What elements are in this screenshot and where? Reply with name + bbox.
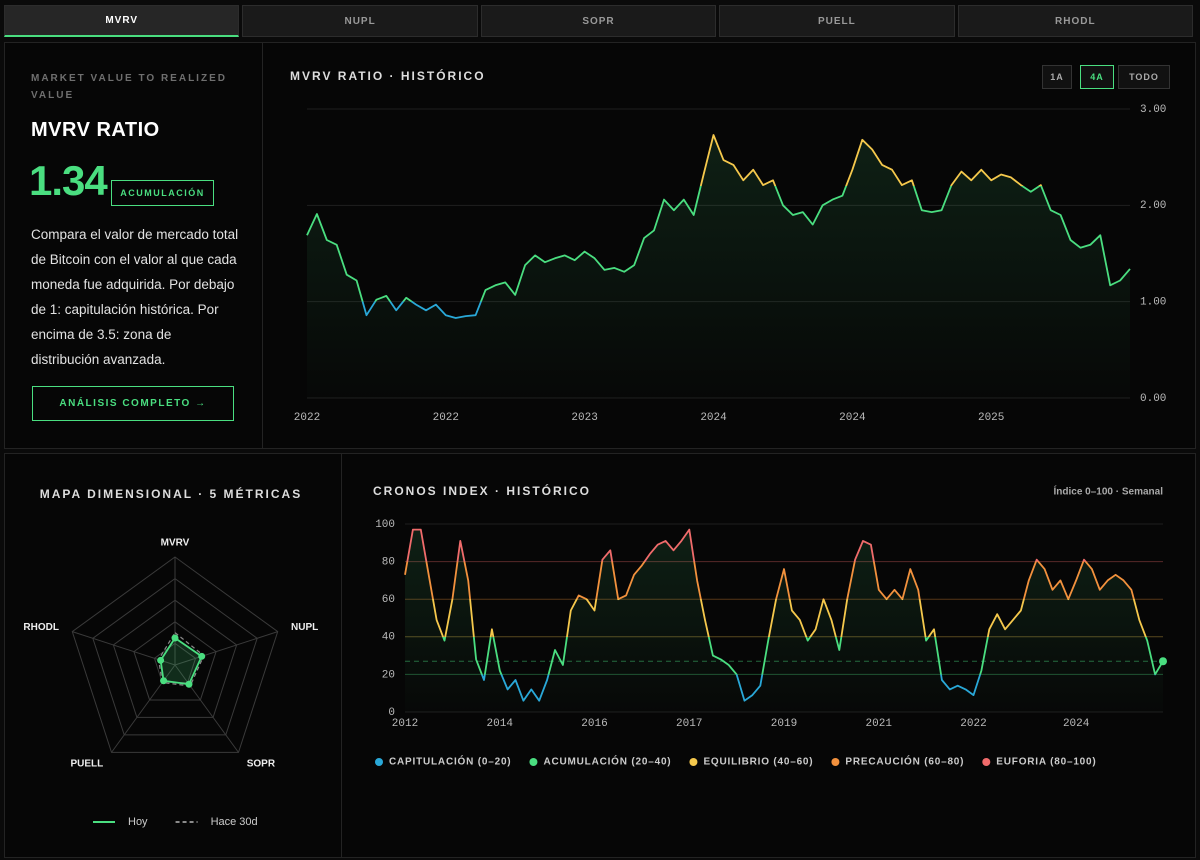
- x-tick-label: 2022: [960, 718, 986, 730]
- chart-title: CRONOS INDEX · HISTÓRICO: [373, 483, 591, 498]
- chart-subtitle: Índice 0–100 · Semanal: [1053, 485, 1163, 498]
- radar-spoke: [174, 631, 278, 666]
- y-tick-label: 1.00: [1140, 297, 1166, 309]
- axis-label: SOPR: [247, 758, 276, 769]
- range-button[interactable]: 4A: [1080, 65, 1114, 89]
- legend-swatch: [689, 758, 698, 766]
- radar-ring: [112, 599, 238, 718]
- area: [307, 135, 1130, 398]
- radar-point: [185, 680, 193, 688]
- range-button[interactable]: TODO: [1118, 65, 1170, 89]
- tab[interactable]: PUELL: [719, 5, 955, 37]
- legend-label: CAPITULACIÓN (0–20): [389, 755, 511, 768]
- metric-title: MVRV RATIO: [31, 119, 160, 141]
- radar-ring: [92, 577, 258, 736]
- axis-label: MVRV: [161, 538, 190, 549]
- radar-ring: [71, 556, 279, 753]
- radar-panel: [4, 453, 342, 858]
- line: [306, 134, 1131, 319]
- x-tick-label: 2014: [487, 718, 514, 730]
- x-tick-label: 2024: [839, 412, 866, 424]
- eyebrow: MARKET VALUE TO REALIZED VALUE: [31, 73, 227, 101]
- x-tick-label: 2025: [978, 412, 1004, 424]
- area: [405, 529, 1163, 712]
- metric-value: 1.34: [29, 157, 108, 204]
- legend-swatch: [375, 758, 383, 766]
- axis-label: RHODL: [23, 622, 59, 633]
- range-button[interactable]: 1A: [1042, 65, 1072, 89]
- y-tick-label: 40: [382, 632, 395, 644]
- x-tick-label: 2019: [771, 718, 797, 730]
- x-tick-label: 2022: [294, 412, 320, 424]
- y-tick-label: 0: [388, 707, 395, 719]
- legend-label: PRECAUCIÓN (60–80): [845, 755, 964, 768]
- legend-label: Hace 30d: [211, 816, 258, 828]
- radar-area: [159, 636, 203, 686]
- y-tick-label: 2.00: [1140, 200, 1166, 212]
- description: Compara el valor de mercado total de Bit…: [31, 227, 239, 367]
- x-tick-label: 2012: [392, 718, 418, 730]
- legend-label: EQUILIBRIO (40–60): [703, 757, 813, 768]
- last-point: [1159, 657, 1167, 666]
- x-tick-label: 2023: [571, 412, 597, 424]
- legend-label: Hoy: [128, 816, 148, 828]
- x-tick-label: 2017: [676, 718, 702, 730]
- x-tick-label: 2024: [1063, 718, 1090, 730]
- radar-spoke: [174, 664, 239, 753]
- y-tick-label: 3.00: [1140, 104, 1166, 116]
- x-tick-label: 2022: [433, 412, 459, 424]
- tab[interactable]: NUPL: [242, 5, 478, 37]
- y-tick-label: 0.00: [1140, 393, 1166, 405]
- y-tick-label: 80: [382, 557, 395, 569]
- chart-title: MAPA DIMENSIONAL · 5 MÉTRICAS: [40, 486, 302, 501]
- axis-label: PUELL: [71, 758, 104, 769]
- legend-swatch: [831, 758, 840, 766]
- y-tick-label: 20: [382, 669, 395, 681]
- radar-area: [157, 631, 205, 687]
- chart-title: MVRV RATIO · HISTÓRICO: [290, 68, 486, 83]
- y-tick-label: 60: [382, 594, 395, 606]
- tab[interactable]: MVRV: [4, 5, 240, 37]
- axis-label: NUPL: [291, 622, 318, 633]
- radar-point: [171, 634, 179, 642]
- tab[interactable]: RHODL: [957, 5, 1193, 37]
- radar-ring: [133, 621, 217, 701]
- radar-point: [198, 652, 206, 660]
- x-tick-label: 2016: [581, 718, 607, 730]
- x-tick-label: 2021: [866, 718, 893, 730]
- y-tick-label: 100: [375, 519, 395, 531]
- divider: [262, 42, 263, 449]
- radar-point: [160, 677, 168, 685]
- legend-swatch: [982, 758, 991, 766]
- x-tick-label: 2024: [700, 412, 727, 424]
- radar-point: [157, 656, 165, 664]
- analysis-button[interactable]: ANÁLISIS COMPLETO →: [32, 386, 234, 421]
- line: [404, 528, 1164, 702]
- tab[interactable]: SOPR: [480, 5, 717, 37]
- badge: ACUMULACIÓN: [111, 180, 214, 206]
- legend-swatch: [529, 758, 538, 766]
- legend-label: EUFORIA (80–100): [996, 757, 1096, 768]
- legend-label: ACUMULACIÓN (20–40): [543, 755, 671, 768]
